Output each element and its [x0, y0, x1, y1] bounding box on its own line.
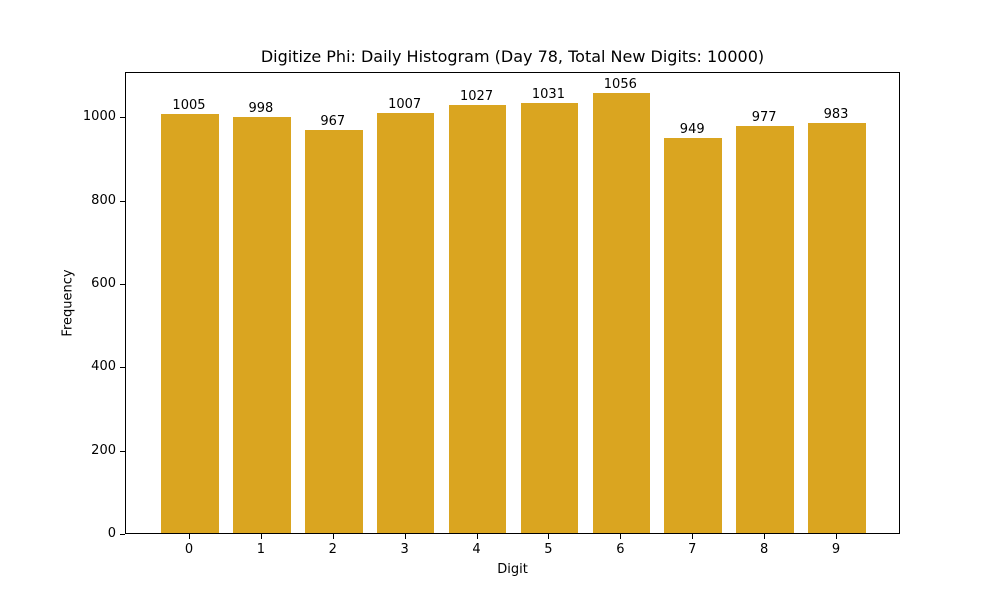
x-tick-label: 5 — [544, 542, 553, 557]
bar-digit-3 — [376, 113, 435, 533]
bar-digit-2 — [305, 130, 363, 533]
x-tick — [260, 534, 262, 539]
y-tick-label: 800 — [91, 192, 116, 208]
y-tick — [120, 117, 125, 119]
y-tick — [120, 284, 125, 285]
y-tick-label: 400 — [91, 359, 116, 375]
y-tick-label: 200 — [91, 442, 116, 458]
x-tick-label: 9 — [831, 542, 841, 557]
x-tick — [332, 534, 334, 539]
bar-digit-9 — [808, 123, 866, 533]
x-tick — [476, 534, 478, 539]
bar-value-label: 998 — [248, 101, 274, 117]
x-tick-label: 1 — [256, 542, 266, 557]
x-tick-label: 7 — [688, 542, 697, 557]
bar-digit-8 — [736, 125, 794, 533]
bar-digit-4 — [448, 105, 507, 533]
y-axis-label: Frequency — [60, 269, 76, 337]
bar-digit-6 — [592, 93, 651, 533]
y-tick-label: 1000 — [82, 109, 116, 125]
bar-value-label: 1005 — [172, 98, 206, 114]
bar-value-label: 949 — [679, 121, 705, 137]
bar-value-label: 1056 — [603, 77, 637, 92]
x-tick — [836, 534, 838, 539]
bar-value-label: 967 — [320, 114, 346, 130]
x-tick — [404, 534, 406, 539]
bar-value-label: 983 — [823, 107, 849, 123]
x-tick-label: 2 — [328, 542, 337, 557]
y-tick — [120, 450, 125, 452]
x-tick — [764, 534, 766, 539]
bar-value-label: 1027 — [460, 89, 494, 105]
x-tick-label: 6 — [616, 542, 625, 557]
y-tick — [120, 367, 125, 369]
bar-digit-7 — [664, 137, 722, 533]
x-tick — [620, 534, 622, 539]
bar-digit-5 — [520, 103, 579, 533]
bar-digit-1 — [233, 117, 291, 533]
x-tick — [692, 534, 694, 539]
y-tick — [120, 200, 125, 202]
bar-value-label: 1031 — [531, 87, 565, 103]
x-tick-label: 4 — [472, 542, 481, 557]
x-tick — [548, 534, 550, 539]
bar-value-label: 1007 — [388, 97, 422, 113]
plot-area — [125, 72, 900, 534]
y-tick-label: 0 — [107, 526, 116, 541]
bar-digit-0 — [161, 114, 219, 533]
y-tick — [120, 534, 125, 535]
chart-title: Digitize Phi: Daily Histogram (Day 78, T… — [260, 47, 765, 66]
x-tick-label: 0 — [184, 542, 194, 557]
x-tick — [188, 534, 190, 539]
y-tick-label: 600 — [91, 276, 116, 291]
x-tick-label: 3 — [400, 542, 409, 557]
bar-value-label: 977 — [751, 109, 777, 125]
x-axis-label: Digit — [497, 562, 528, 577]
x-tick-label: 8 — [759, 542, 769, 557]
